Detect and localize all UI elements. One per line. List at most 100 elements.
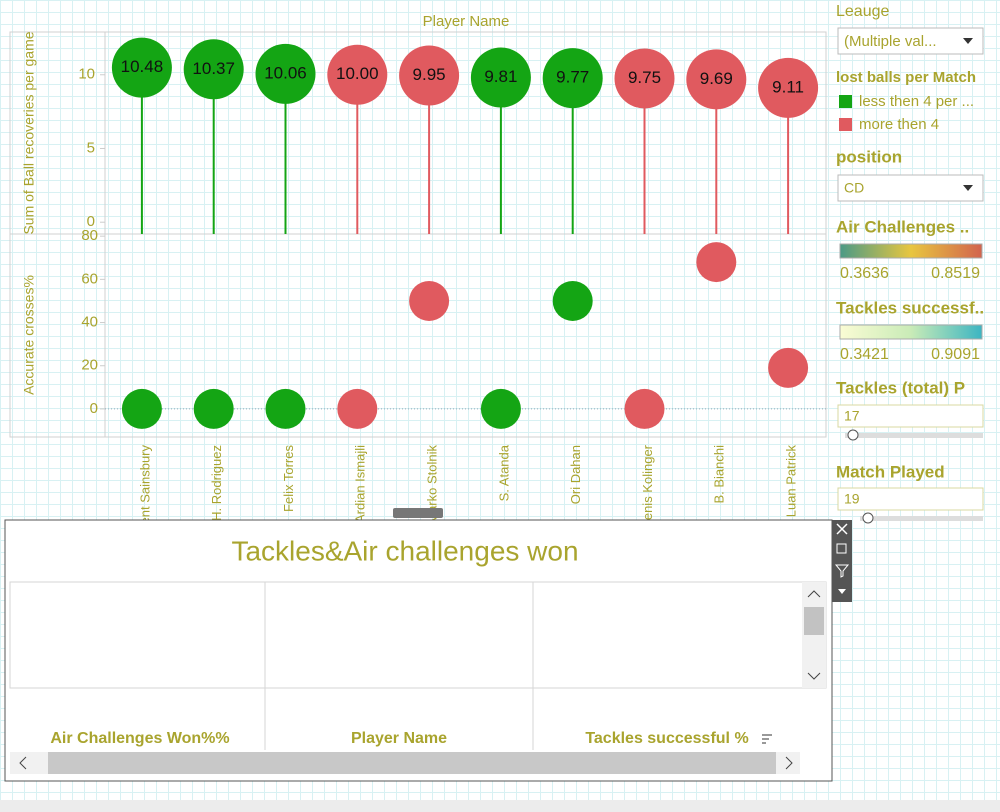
lollipop-head bbox=[686, 49, 747, 110]
scroll-arrows[interactable] bbox=[19, 756, 793, 770]
legend-title: Tackles successf.. bbox=[836, 298, 984, 317]
filter-title: Match Played bbox=[836, 462, 945, 481]
x-tick-label: Denis Kolinger bbox=[640, 444, 655, 529]
y-tick-label: 80 bbox=[81, 227, 98, 244]
lollipop-head bbox=[399, 45, 460, 106]
input-value: 19 bbox=[844, 491, 860, 507]
ramp-max: 0.8519 bbox=[931, 265, 980, 282]
slider-track bbox=[845, 433, 983, 438]
color-ramp bbox=[839, 243, 983, 259]
lollipop-head bbox=[111, 37, 172, 98]
data-label: 9.75 bbox=[628, 68, 661, 87]
legend-title: Air Challenges .. bbox=[836, 217, 969, 236]
dropdown-arrow[interactable] bbox=[963, 38, 973, 44]
input[interactable] bbox=[837, 487, 984, 511]
data-label: 9.95 bbox=[413, 65, 446, 84]
input-value: 17 bbox=[844, 408, 860, 424]
data-label: 9.77 bbox=[556, 68, 589, 87]
data-label: 10.06 bbox=[264, 63, 307, 82]
data-label: 9.81 bbox=[484, 67, 517, 86]
toolbar bbox=[832, 520, 852, 602]
x-tick-label: S. Atanda bbox=[496, 444, 511, 501]
legend-label: more then 4 bbox=[859, 116, 939, 133]
point bbox=[265, 388, 306, 429]
slider-thumb[interactable] bbox=[862, 512, 874, 524]
scroll-arrows[interactable] bbox=[807, 590, 821, 680]
dropdown-arrow[interactable] bbox=[963, 185, 973, 191]
ramp-min: 0.3636 bbox=[840, 265, 889, 282]
ramp-max: 0.9091 bbox=[931, 346, 980, 363]
sort-icon[interactable] bbox=[762, 734, 772, 744]
filter-title: Tackles (total) P bbox=[836, 378, 965, 397]
y-axis-label: Accurate crosses% bbox=[21, 275, 37, 395]
y-tick-label: 20 bbox=[81, 357, 98, 374]
x-axis-label: Player Name bbox=[351, 730, 447, 747]
sheet-title: Tackles&Air challenges won bbox=[231, 535, 578, 566]
data-label: 9.69 bbox=[700, 69, 733, 88]
filter-button[interactable] bbox=[834, 564, 850, 578]
sheet-panel bbox=[4, 519, 833, 782]
x-tick-label: Trent Sainsbury bbox=[137, 445, 152, 537]
x-tick-label: H. Rodriguez bbox=[209, 445, 224, 521]
point bbox=[768, 347, 809, 388]
lollipop-head bbox=[470, 47, 531, 108]
popout-button[interactable] bbox=[836, 543, 847, 554]
slider-track bbox=[860, 516, 983, 521]
x-tick-label: B. Bianchi bbox=[712, 445, 727, 504]
x-axis-label: Tackles successful % bbox=[585, 730, 748, 747]
x-tick-label: Marko Stolnik bbox=[425, 445, 440, 524]
drag-handle[interactable] bbox=[393, 508, 443, 518]
point bbox=[121, 388, 162, 429]
lollipop-head bbox=[183, 39, 244, 100]
h-scroll-thumb[interactable] bbox=[48, 752, 776, 774]
close-button[interactable] bbox=[836, 523, 848, 535]
lollipop-head bbox=[327, 44, 388, 105]
v-scroll-thumb[interactable] bbox=[804, 607, 824, 635]
point bbox=[480, 388, 521, 429]
lollipop-head bbox=[614, 48, 675, 109]
data-label: 10.00 bbox=[336, 64, 379, 83]
ramp-min: 0.3421 bbox=[840, 346, 889, 363]
data-label: 10.37 bbox=[192, 59, 235, 78]
y-tick-label: 40 bbox=[81, 314, 98, 331]
filter-title: position bbox=[836, 147, 902, 166]
legend-label: less then 4 per ... bbox=[859, 93, 974, 110]
legend-swatch bbox=[839, 118, 852, 131]
point bbox=[624, 388, 665, 429]
dropdown-value: CD bbox=[844, 180, 864, 196]
color-ramp bbox=[839, 324, 983, 340]
y-tick-label: 0 bbox=[87, 213, 95, 230]
x-tick-label: Felix Torres bbox=[281, 445, 296, 512]
point bbox=[552, 280, 593, 321]
menu-button[interactable] bbox=[838, 589, 846, 594]
dropdown[interactable] bbox=[837, 27, 984, 55]
y-tick-label: 5 bbox=[87, 139, 95, 156]
dropdown[interactable] bbox=[837, 174, 984, 202]
legend-title: lost balls per Match bbox=[836, 69, 976, 86]
dropdown-value: (Multiple val... bbox=[844, 33, 937, 50]
x-axis-label: Air Challenges Won%% bbox=[50, 730, 229, 747]
filter-title: Leauge bbox=[836, 3, 889, 20]
y-tick-label: 60 bbox=[81, 270, 98, 287]
point bbox=[193, 388, 234, 429]
slider-thumb[interactable] bbox=[847, 429, 859, 441]
y-tick-label: 10 bbox=[78, 66, 95, 83]
x-tick-label: Ori Dahan bbox=[568, 445, 583, 504]
point bbox=[337, 388, 378, 429]
data-label: 10.48 bbox=[121, 57, 164, 76]
x-tick-label: Ardian Ismajli bbox=[353, 445, 368, 523]
y-tick-label: 0 bbox=[90, 400, 98, 417]
lollipop-head bbox=[255, 43, 316, 104]
lollipop-head bbox=[542, 48, 603, 109]
legend-swatch bbox=[839, 95, 852, 108]
point bbox=[696, 242, 737, 283]
x-header: Player Name bbox=[423, 13, 510, 30]
data-label: 9.11 bbox=[772, 77, 804, 96]
input[interactable] bbox=[837, 404, 984, 428]
tab-bar bbox=[0, 800, 1000, 812]
x-tick-label: Luan Patrick bbox=[784, 445, 799, 518]
y-axis-label: Sum of Ball recoveries per game bbox=[21, 31, 37, 234]
point bbox=[409, 280, 450, 321]
lollipop-head bbox=[758, 57, 819, 118]
